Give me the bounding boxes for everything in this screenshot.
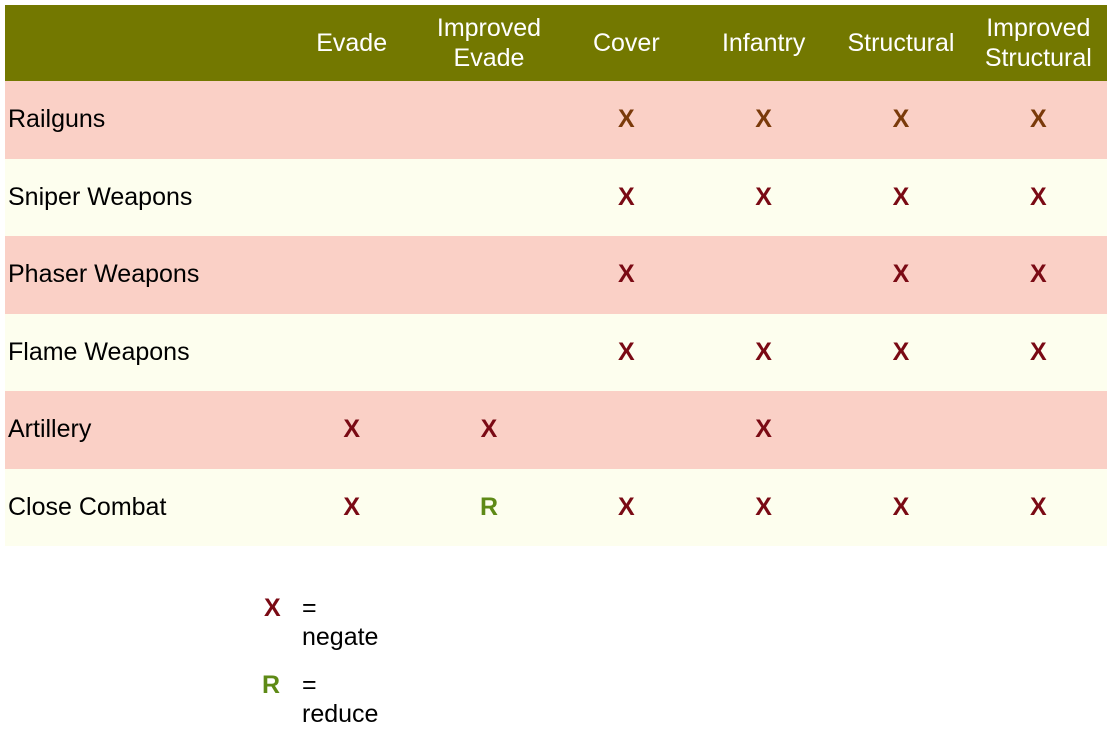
- table-cell-mark: X: [1029, 337, 1047, 366]
- row-label: Phaser Weapons: [8, 260, 200, 289]
- table-cell-mark: X: [617, 337, 635, 366]
- table-cell-mark: [695, 236, 832, 314]
- table-cell-mark: [420, 236, 557, 314]
- row-label: Flame Weapons: [8, 337, 190, 366]
- table-row: Artillery X X X: [5, 391, 1107, 469]
- header-infantry: Infantry: [721, 29, 806, 57]
- table-cell-mark: X: [755, 105, 772, 134]
- table-cell-mark: X: [343, 415, 360, 444]
- table-cell-mark: [832, 391, 969, 469]
- table-header-row: Evade Improved Evade Cover Infantry Stru…: [5, 5, 1107, 81]
- header-empty-cell: [5, 5, 283, 81]
- table-cell-mark: X: [1029, 182, 1047, 211]
- table-cell-mark: X: [755, 337, 772, 366]
- table-cell-mark: X: [1029, 260, 1047, 289]
- table-cell-mark: X: [755, 182, 772, 211]
- row-label: Railguns: [8, 105, 106, 134]
- table-cell-mark: X: [1029, 105, 1047, 134]
- table-row: Sniper Weapons X X X X: [5, 158, 1107, 237]
- table-body: Railguns X X X X Sniper Weapons X X X X Phaser Wea…: [5, 81, 1107, 546]
- table-row: Close Combat X R X X X X: [5, 468, 1107, 546]
- table-cell-mark: X: [617, 182, 635, 211]
- table-cell-mark: X: [892, 105, 910, 134]
- table-row: Railguns X X X X: [5, 81, 1107, 159]
- table-cell-mark: X: [892, 260, 910, 289]
- table-cell-mark: R: [479, 492, 499, 521]
- table-cell-mark: [283, 314, 420, 392]
- table-row: Phaser Weapons X X X: [5, 236, 1107, 314]
- legend-r-text: = reduce: [302, 671, 379, 728]
- table-cell-mark: X: [343, 492, 360, 521]
- weapon-negation-table: Evade Improved Evade Cover Infantry Stru…: [5, 5, 1107, 546]
- header-improved-evade: Improved Evade: [436, 14, 542, 72]
- legend-x-text: = negate: [302, 594, 379, 651]
- header-structural: Structural: [847, 29, 955, 57]
- header-improved-structural: Improved Structural: [984, 14, 1092, 72]
- table-cell-mark: X: [892, 492, 910, 521]
- table-cell-mark: X: [617, 260, 635, 289]
- table-cell-mark: [420, 81, 557, 159]
- table-cell-mark: X: [480, 415, 498, 444]
- table-cell-mark: [970, 391, 1107, 469]
- table-cell-mark: [283, 159, 420, 237]
- row-label: Sniper Weapons: [8, 182, 193, 211]
- table-cell-mark: [420, 159, 557, 237]
- table-cell-mark: [420, 314, 557, 392]
- row-label: Artillery: [8, 415, 92, 444]
- header-cover: Cover: [592, 29, 660, 57]
- table-cell-mark: X: [617, 105, 635, 134]
- table-cell-mark: [283, 81, 420, 159]
- table-cell-mark: X: [755, 415, 772, 444]
- table-cell-mark: X: [892, 337, 910, 366]
- header-evade: Evade: [316, 29, 388, 57]
- table-cell-mark: X: [1029, 492, 1047, 521]
- legend-x-symbol: X: [264, 594, 281, 622]
- table-cell-mark: X: [755, 492, 772, 521]
- table-cell-mark: [558, 391, 695, 469]
- table-row: Flame Weapons X X X X: [5, 313, 1107, 392]
- legend-r-symbol: R: [262, 671, 281, 699]
- table-cell-mark: X: [892, 182, 910, 211]
- table-cell-mark: [283, 236, 420, 314]
- table-cell-mark: X: [617, 492, 635, 521]
- row-label: Close Combat: [8, 492, 167, 521]
